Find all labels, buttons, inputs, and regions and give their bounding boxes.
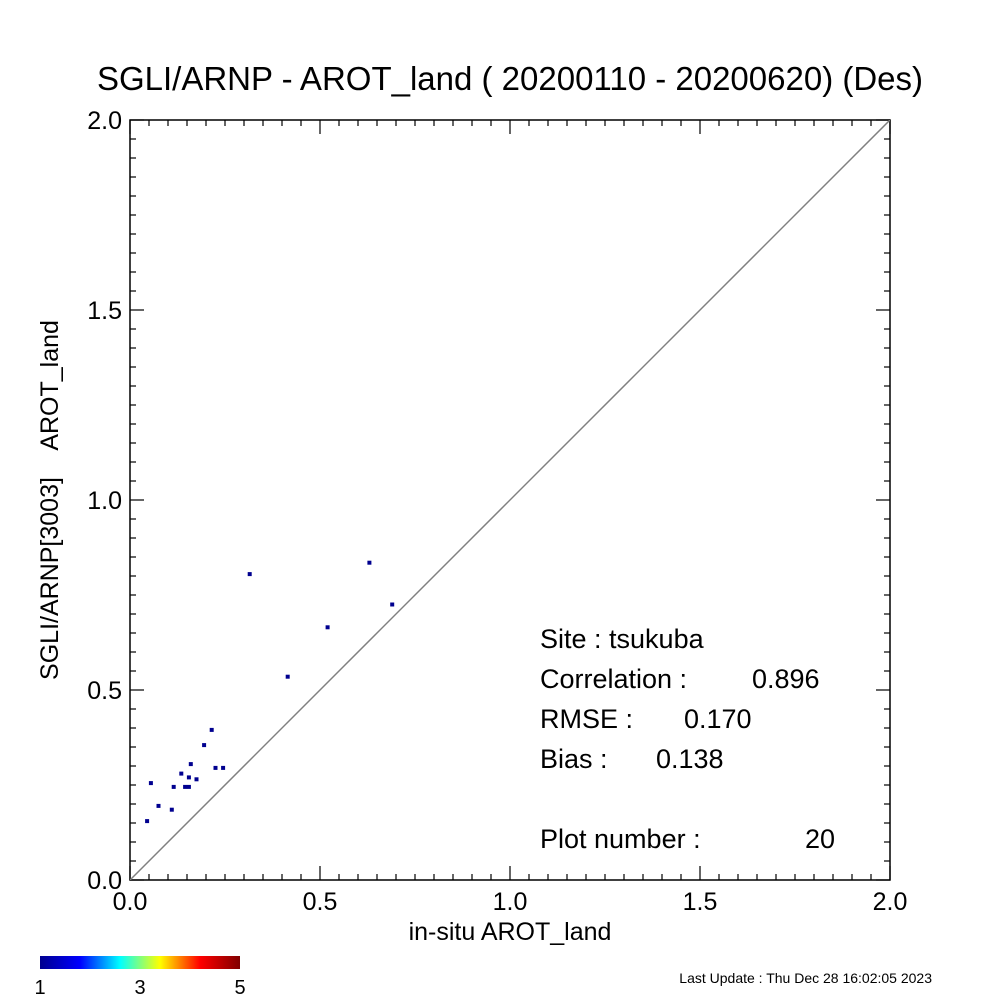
correlation-label: Correlation :	[540, 664, 687, 694]
last-update-text: Last Update : Thu Dec 28 16:02:05 2023	[679, 970, 932, 986]
x-tick-label: 1.5	[683, 888, 718, 916]
bias-value: 0.138	[656, 744, 724, 774]
site-label: Site : tsukuba	[540, 624, 705, 654]
data-points	[145, 560, 395, 824]
rmse-label: RMSE :	[540, 704, 633, 734]
data-point	[171, 784, 176, 789]
colorbar-max-label: 5	[234, 977, 245, 999]
data-point	[221, 765, 226, 770]
data-point	[169, 807, 174, 812]
x-tick-label: 1.0	[493, 888, 528, 916]
data-point	[209, 727, 214, 732]
data-point	[194, 777, 199, 782]
y-axis-label: SGLI/ARNP[3003] AROT_land	[36, 320, 64, 680]
y-tick-label: 0.5	[87, 677, 122, 705]
data-point	[148, 781, 153, 786]
data-point	[179, 771, 184, 776]
y-tick-label: 0.0	[87, 867, 122, 895]
statistics-panel: Site : tsukuba Correlation : 0.896 RMSE …	[540, 624, 835, 854]
colorbar	[40, 956, 240, 969]
chart-title: SGLI/ARNP - AROT_land ( 20200110 - 20200…	[97, 60, 923, 97]
x-tick-label: 2.0	[873, 888, 908, 916]
data-point	[156, 803, 161, 808]
axis-ticks	[129, 119, 891, 881]
x-tick-label: 0.0	[113, 888, 148, 916]
x-axis-label: in-situ AROT_land	[409, 918, 612, 946]
data-point	[202, 743, 207, 748]
y-tick-label: 1.5	[87, 297, 122, 325]
data-point	[247, 572, 252, 577]
data-point	[145, 819, 150, 824]
data-point	[325, 625, 330, 630]
correlation-value: 0.896	[752, 664, 820, 694]
y-tick-label: 1.0	[87, 487, 122, 515]
x-tick-label: 0.5	[303, 888, 338, 916]
data-point	[186, 775, 191, 780]
rmse-value: 0.170	[684, 704, 752, 734]
data-point	[188, 762, 193, 767]
data-point	[285, 674, 290, 679]
colorbar-min-label: 1	[34, 977, 45, 999]
data-point	[390, 602, 395, 607]
plot-number-label: Plot number :	[540, 824, 701, 854]
y-axis-tick-labels: 0.0 0.5 1.0 1.5 2.0	[87, 107, 122, 895]
data-point	[186, 784, 191, 789]
one-to-one-line	[130, 120, 890, 880]
y-tick-label: 2.0	[87, 107, 122, 135]
colorbar-mid-label: 3	[134, 977, 145, 999]
data-point	[183, 784, 188, 789]
data-point	[367, 560, 372, 565]
data-point	[213, 765, 218, 770]
plot-number-value: 20	[805, 824, 835, 854]
x-axis-tick-labels: 0.0 0.5 1.0 1.5 2.0	[113, 888, 908, 916]
bias-label: Bias :	[540, 744, 608, 774]
